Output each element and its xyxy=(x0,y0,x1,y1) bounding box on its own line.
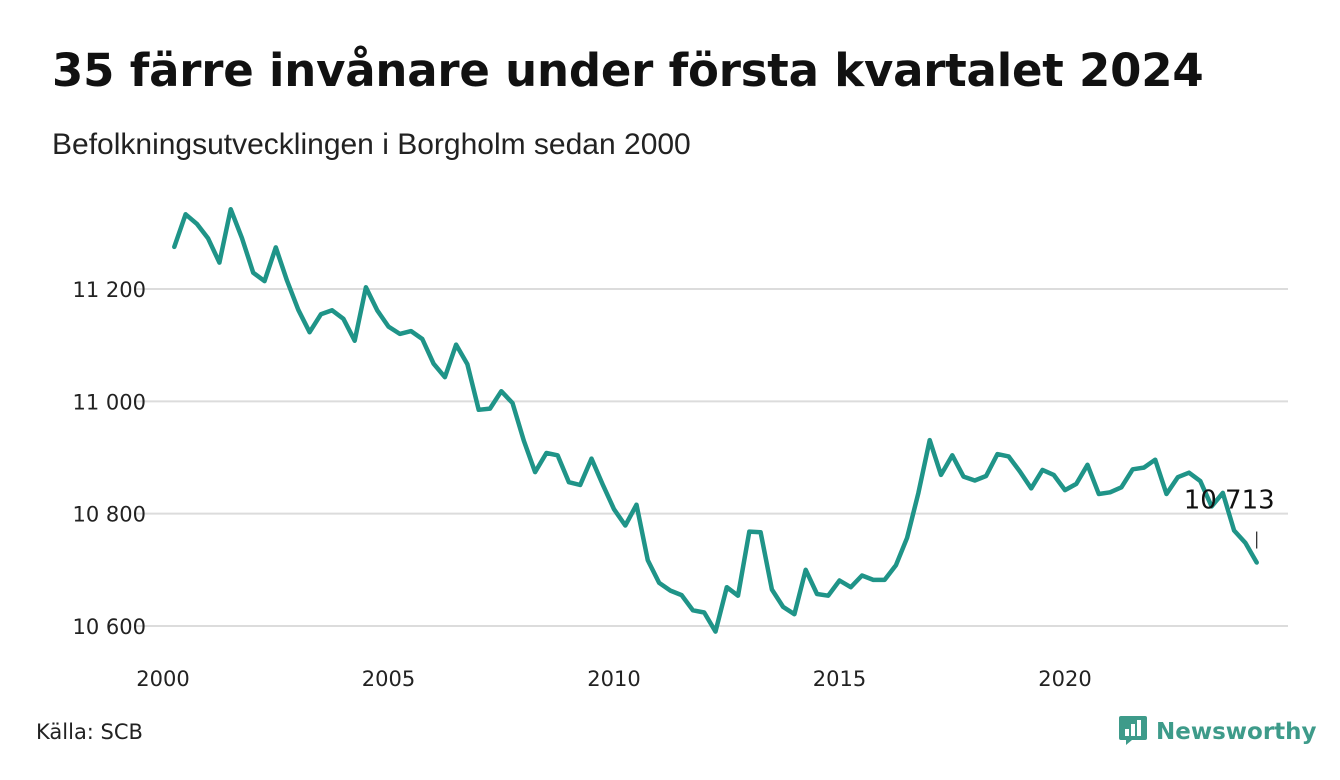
brand-logo[interactable]: Newsworthy xyxy=(1118,714,1317,750)
y-tick-label: 11 200 xyxy=(73,278,146,302)
y-axis-ticks: 10 600 10 800 11 000 11 200 xyxy=(73,278,146,639)
brand-name: Newsworthy xyxy=(1156,719,1317,745)
source-note: Källa: SCB xyxy=(36,720,143,744)
x-axis-ticks: 2000 2005 2010 2015 2020 xyxy=(136,667,1091,691)
gridlines xyxy=(134,288,1288,627)
chart-subtitle: Befolkningsutvecklingen i Borgholm sedan… xyxy=(52,128,691,161)
population-line xyxy=(172,206,1259,634)
chart-title: 35 färre invånare under första kvartalet… xyxy=(52,44,1204,97)
x-tick-label: 2005 xyxy=(362,667,415,691)
end-value-label: 10 713 xyxy=(1184,486,1275,516)
y-tick-label: 10 800 xyxy=(73,503,146,527)
x-tick-label: 2020 xyxy=(1038,667,1091,691)
y-tick-label: 11 000 xyxy=(73,390,146,414)
x-tick-label: 2000 xyxy=(136,667,189,691)
y-tick-label: 10 600 xyxy=(73,615,146,639)
x-tick-label: 2010 xyxy=(587,667,640,691)
bar-chart-speech-bubble-icon xyxy=(1118,714,1148,750)
x-tick-label: 2015 xyxy=(813,667,866,691)
